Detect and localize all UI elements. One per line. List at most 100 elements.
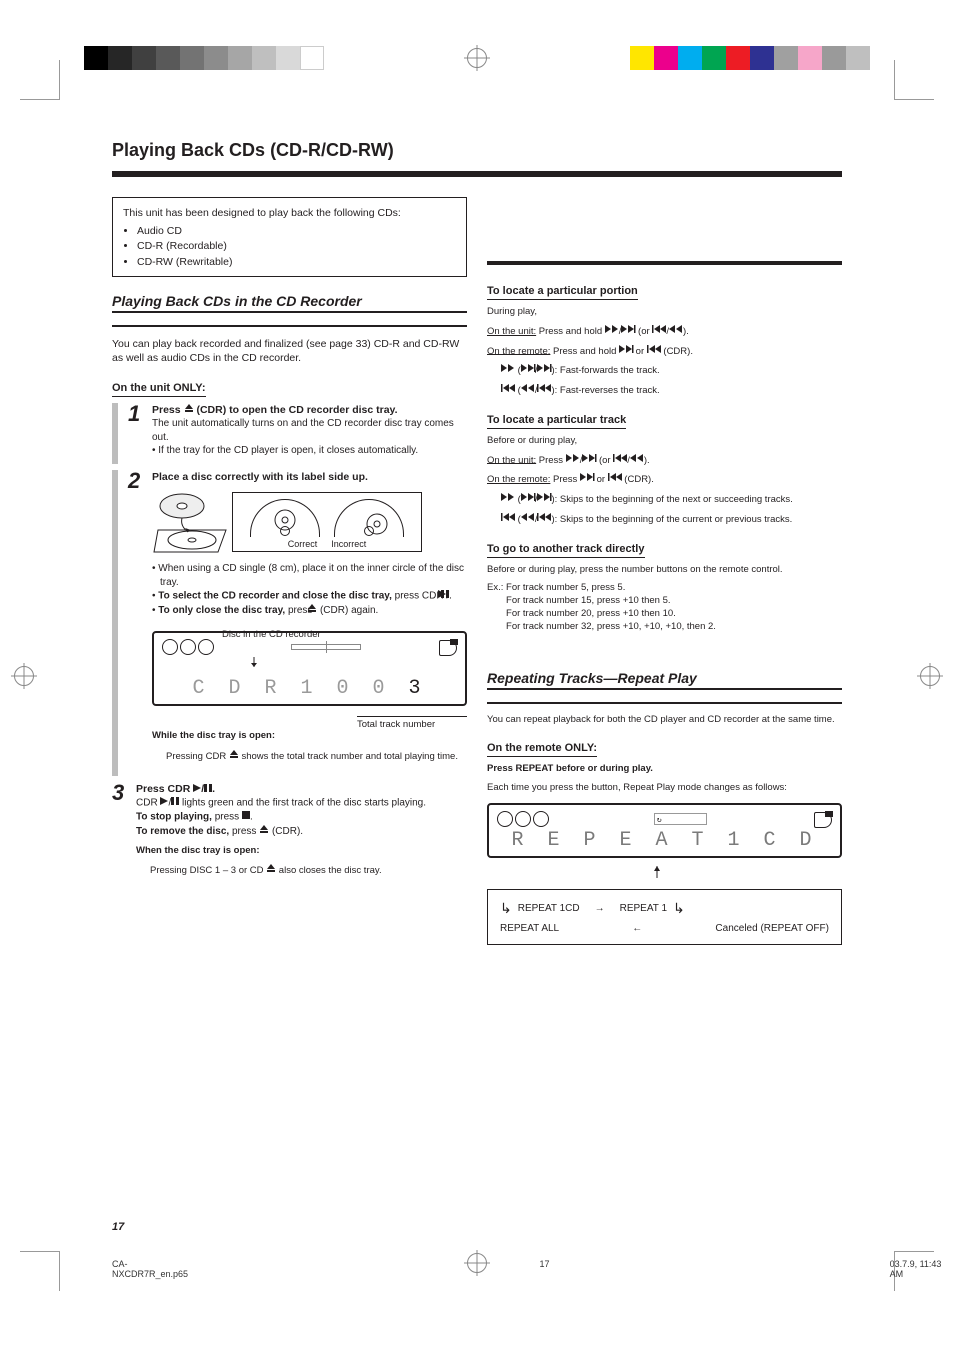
- crop-mark: [894, 60, 934, 100]
- on-remote-b: On the remote: Press or (CDR).: [487, 473, 842, 487]
- locate-portion-heading: To locate a particular portion: [487, 285, 638, 300]
- play-icon: [160, 796, 168, 810]
- pause-icon: [171, 796, 179, 810]
- left-column: This unit has been designed to play back…: [112, 197, 467, 945]
- intro-text: You can play back recorded and finalized…: [112, 337, 467, 366]
- stop-icon: [242, 810, 250, 824]
- step-3-stop: To stop playing, press .: [136, 810, 467, 824]
- crop-mark: [20, 60, 60, 100]
- color-strip: [630, 46, 870, 70]
- step-2-head: Place a disc correctly with its label si…: [152, 470, 467, 484]
- disc-slots-icon: [162, 639, 214, 655]
- callout-total: Total track number: [357, 719, 467, 730]
- eject-icon: [229, 749, 239, 764]
- repeat-mode-cycle: ↳ REPEAT 1CD → REPEAT 1 ↲ REPEAT ALL ← C…: [487, 889, 842, 945]
- disc-types-box: This unit has been designed to play back…: [112, 197, 467, 277]
- repeat-1cd: REPEAT 1CD: [518, 903, 580, 914]
- step-3-head: Press CDR /.: [136, 782, 467, 796]
- step-3: 3 Press CDR /. CDR / lights green and th…: [112, 782, 467, 884]
- step-3-sub1: CDR / lights green and the first track o…: [136, 796, 467, 810]
- step-3-remove: To remove the disc, press (CDR).: [136, 824, 467, 839]
- footer-filename: CA-NXCDR7R_en.p65: [112, 1259, 200, 1279]
- direct-desc: Before or during play, press the number …: [487, 564, 842, 577]
- lcd-display-repeat: ↻ R E P E A T 1 C D: [487, 803, 842, 858]
- on-remote-only: On the remote ONLY:: [487, 742, 597, 757]
- rec-disc-icon: [812, 812, 832, 826]
- eject-icon: [315, 603, 317, 618]
- page-title: Playing Back CDs (CD-R/CD-RW): [112, 140, 842, 167]
- step-number: 2: [128, 470, 152, 492]
- ff-icon: [605, 325, 619, 338]
- registration-mark: [14, 666, 34, 686]
- repeat-all: REPEAT ALL: [500, 923, 559, 934]
- when-open-sub: Pressing DISC 1 – 3 or CD also closes th…: [150, 863, 467, 878]
- prev-icon: [501, 384, 515, 397]
- repeat-off: Canceled (REPEAT OFF): [715, 923, 829, 934]
- prev-icon: [647, 345, 661, 358]
- label-correct: Correct: [288, 539, 318, 549]
- step-2-sub1: • When using a CD single (8 cm), place i…: [160, 562, 467, 589]
- registration-mark: [920, 666, 940, 686]
- next-desc: (/): Skips to the beginning of the next …: [501, 493, 842, 507]
- tray-open-note: While the disc tray is open:: [152, 730, 467, 743]
- subsection-heading: Playing Back CDs in the CD Recorder: [112, 293, 467, 313]
- feature-item: CD-R (Recordable): [137, 239, 456, 253]
- repeat-p1: You can repeat playback for both the CD …: [487, 714, 842, 727]
- page-content: Playing Back CDs (CD-R/CD-RW) This unit …: [112, 140, 842, 1231]
- tray-open-sub: Pressing CDR shows the total track numbe…: [166, 749, 467, 764]
- when-open: When the disc tray is open:: [136, 845, 467, 858]
- disc-slots-icon: [497, 811, 549, 827]
- prev-desc: (/): Skips to the beginning of the curre…: [501, 513, 842, 527]
- step-1-head-b: (CDR) to open the CD recorder disc tray.: [196, 404, 397, 416]
- right-column: To locate a particular portion During pl…: [487, 197, 842, 945]
- disc-illustration: Correct Incorrect: [152, 490, 467, 552]
- step-1-head: Press: [152, 404, 184, 416]
- label-incorrect: Incorrect: [331, 539, 366, 549]
- footer: CA-NXCDR7R_en.p65 17 03.7.9, 11:43 AM: [112, 1259, 954, 1279]
- footer-page: 17: [540, 1259, 550, 1279]
- next-icon: [621, 325, 635, 338]
- page-number: 17: [112, 1221, 124, 1233]
- callout-arrow: [487, 866, 842, 882]
- pause-icon: [204, 782, 212, 796]
- crop-mark: [20, 1251, 60, 1291]
- feature-lead: This unit has been designed to play back…: [123, 206, 456, 220]
- locate-track-heading: To locate a particular track: [487, 414, 626, 429]
- step-1-sub: The unit automatically turns on and the …: [152, 417, 467, 444]
- eject-icon: [259, 824, 269, 839]
- rew-desc: (/): Fast-reverses the track.: [501, 384, 842, 398]
- ff-icon: [501, 364, 515, 377]
- grayscale-strip: [84, 46, 324, 70]
- level-meter-icon: [291, 644, 361, 650]
- repeat-indicator-icon: ↻: [654, 813, 707, 825]
- eject-icon: [266, 863, 276, 878]
- rec-disc-icon: [437, 640, 457, 654]
- step-1-note: • If the tray for the CD player is open,…: [160, 444, 467, 458]
- repeat-heading: Repeating Tracks—Repeat Play: [487, 670, 842, 690]
- next-icon: [619, 345, 633, 358]
- eject-icon: [184, 403, 194, 417]
- tray-correct-incorrect: Correct Incorrect: [232, 492, 422, 552]
- rew-icon: [669, 325, 683, 338]
- ff-desc: (/): Fast-forwards the track.: [501, 364, 842, 378]
- cd-on-tray-icon: [152, 490, 222, 552]
- on-remote: On the remote: Press and hold or (CDR).: [487, 345, 842, 359]
- context-heading: On the unit ONLY:: [112, 382, 206, 397]
- feature-list: Audio CD CD-R (Recordable) CD-RW (Rewrit…: [123, 224, 456, 269]
- title-rule: [112, 171, 842, 177]
- registration-mark: [467, 48, 487, 68]
- prev-icon: [652, 325, 666, 338]
- repeat-p3: Each time you press the button, Repeat P…: [487, 782, 842, 795]
- on-unit-b: On the unit: Press / (or /).: [487, 454, 842, 468]
- step-number: 3: [112, 782, 136, 804]
- step-2: 2 Place a disc correctly with its label …: [128, 470, 467, 770]
- lcd-digits: C D R 1 0 0 3: [162, 675, 457, 700]
- play-icon: [193, 782, 201, 796]
- lcd-digits: R E P E A T 1 C D: [497, 827, 832, 852]
- repeat-1: REPEAT 1: [620, 903, 667, 914]
- step-1: 1 Press (CDR) to open the CD recorder di…: [128, 403, 467, 458]
- lcd-display: C D R 1 0 0 3: [152, 631, 467, 706]
- direct-ex: Ex.: For track number 5, press 5. Ex.: F…: [487, 582, 842, 633]
- before-play: Before or during play,: [487, 435, 842, 448]
- feature-item: Audio CD: [137, 224, 456, 238]
